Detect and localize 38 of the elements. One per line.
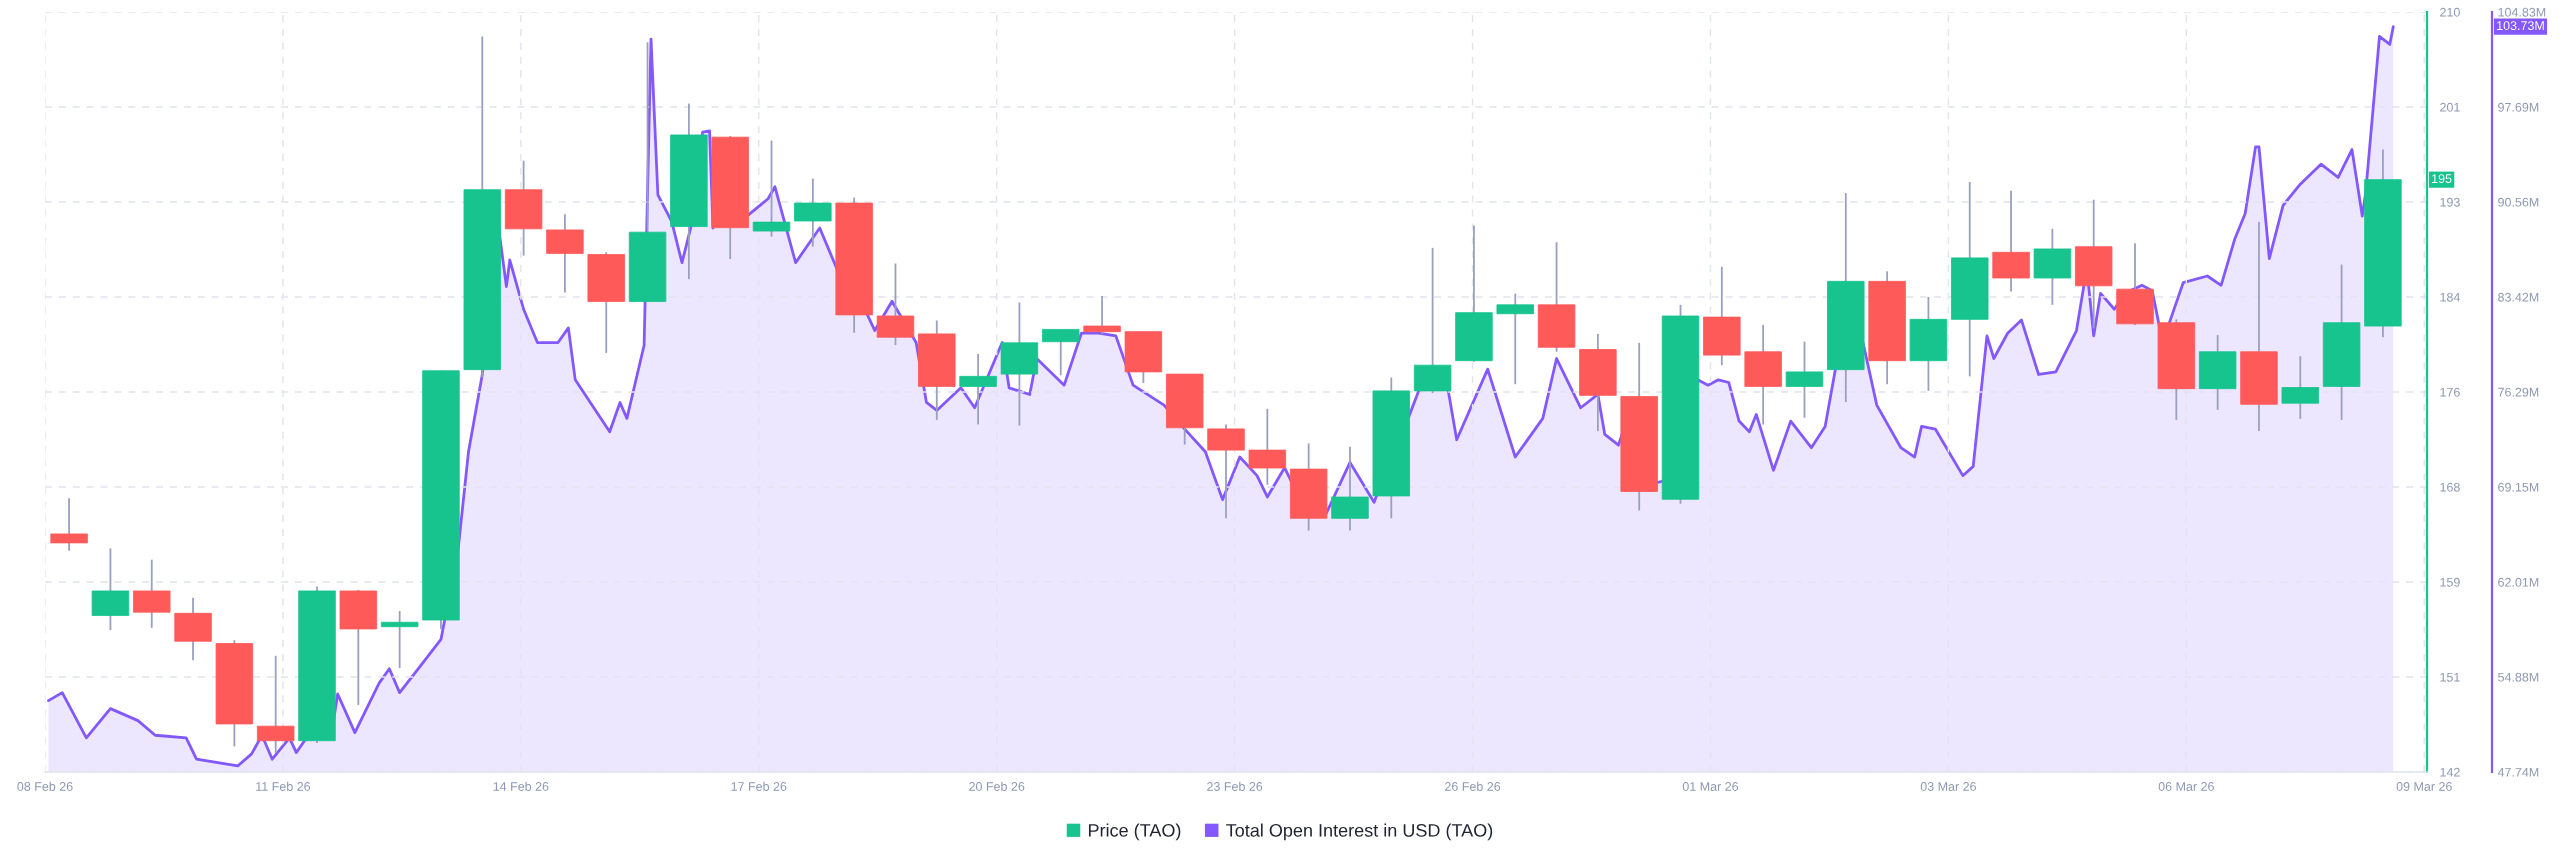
- x-tick-label: 08 Feb 26: [17, 781, 73, 791]
- y2-tick-label: 69.15M: [2498, 482, 2539, 492]
- y-tick-label: 142: [2440, 767, 2460, 777]
- y-tick-label: 168: [2440, 482, 2460, 492]
- x-tick-label: 09 Mar 26: [2396, 782, 2452, 791]
- y-tick-label: 193: [2440, 197, 2460, 207]
- x-tick-label: 23 Feb 26: [1207, 781, 1263, 791]
- y2-tick-label: 90.56M: [2498, 197, 2539, 207]
- y-tick-label: 151: [2440, 672, 2460, 682]
- legend-label: Price (TAO): [1088, 823, 1181, 841]
- x-tick-label: 20 Feb 26: [969, 781, 1025, 791]
- text: 103.73M: [2497, 21, 2544, 30]
- y2-tick-label: 97.69M: [2498, 102, 2539, 112]
- x-tick-label: 06 Mar 26: [2158, 782, 2214, 791]
- y2-tick-label: 83.42M: [2498, 292, 2539, 302]
- y-tick-label: 210: [2440, 7, 2460, 17]
- candlestick: [752, 139, 791, 238]
- y-tick-label: 159: [2440, 577, 2460, 587]
- y2-tick-label: 54.88M: [2498, 672, 2539, 682]
- text: 195: [2432, 174, 2452, 183]
- x-tick-label: 01 Mar 26: [1682, 782, 1739, 791]
- candlestick: [380, 610, 419, 669]
- y2-tick-label: 76.29M: [2498, 387, 2539, 397]
- y-tick-label: 184: [2440, 292, 2460, 302]
- x-tick-label: 26 Feb 26: [1445, 781, 1501, 791]
- x-tick-label: 03 Mar 26: [1920, 782, 1976, 791]
- candlestick: [959, 353, 997, 426]
- legend-label: Total Open Interest in USD (TAO): [1226, 823, 1493, 841]
- y2-tick-label: 47.74M: [2497, 767, 2539, 777]
- x-tick-label: 17 Feb 26: [731, 781, 787, 791]
- y2-tick-label: 62.01M: [2498, 577, 2539, 587]
- candlestick: [1083, 294, 1121, 335]
- y2-tick-label: 104.83M: [2498, 7, 2546, 17]
- y-tick-label: 201: [2440, 102, 2460, 112]
- x-tick-label: 11 Feb 26: [256, 781, 311, 791]
- x-tick-label: 14 Feb 26: [493, 781, 549, 791]
- candlestick: [1496, 292, 1534, 386]
- y-tick-label: 176: [2440, 387, 2460, 397]
